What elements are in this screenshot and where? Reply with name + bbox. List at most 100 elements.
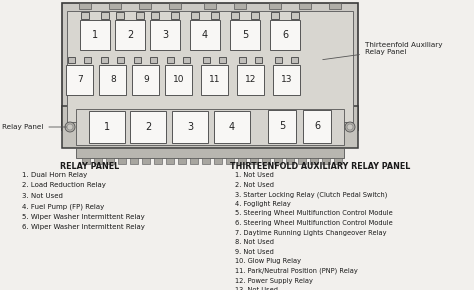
Bar <box>76 148 344 158</box>
Bar <box>150 20 180 50</box>
Circle shape <box>67 124 73 130</box>
Bar <box>201 65 228 95</box>
Text: 2. Not Used: 2. Not Used <box>235 182 274 188</box>
Bar <box>109 3 121 9</box>
Circle shape <box>65 122 75 132</box>
Bar <box>183 57 191 63</box>
Bar <box>82 158 90 164</box>
Text: 13. Not Used: 13. Not Used <box>235 287 278 290</box>
Bar <box>191 12 199 19</box>
Text: 11: 11 <box>209 75 221 84</box>
Bar <box>292 57 299 63</box>
Bar <box>273 65 301 95</box>
Bar <box>130 158 138 164</box>
Bar <box>67 11 353 122</box>
Text: 4. Foglight Relay: 4. Foglight Relay <box>235 201 291 207</box>
Bar <box>116 12 124 19</box>
Text: 8. Not Used: 8. Not Used <box>235 239 274 245</box>
Text: 2: 2 <box>145 122 151 132</box>
Text: 4. Fuel Pump (FP) Relay: 4. Fuel Pump (FP) Relay <box>22 204 104 210</box>
Text: 5. Steering Wheel Multifunction Control Module: 5. Steering Wheel Multifunction Control … <box>235 211 393 216</box>
Bar <box>329 3 341 9</box>
Bar <box>214 111 250 143</box>
Bar <box>81 12 89 19</box>
Bar <box>167 57 174 63</box>
Bar <box>234 3 246 9</box>
Bar <box>66 65 93 95</box>
Bar <box>151 57 157 63</box>
Text: 13: 13 <box>281 75 293 84</box>
Bar <box>62 3 358 130</box>
Bar <box>219 57 227 63</box>
Text: 10. Glow Plug Relay: 10. Glow Plug Relay <box>235 258 301 264</box>
Bar <box>303 110 331 142</box>
Bar <box>237 65 264 95</box>
Bar <box>171 12 179 19</box>
Bar <box>214 158 222 164</box>
Bar <box>226 158 234 164</box>
Circle shape <box>345 122 355 132</box>
Text: 6. Wiper Washer Intermittent Relay: 6. Wiper Washer Intermittent Relay <box>22 224 145 231</box>
Bar <box>178 158 186 164</box>
Bar <box>334 158 342 164</box>
Bar <box>238 158 246 164</box>
Bar <box>286 158 294 164</box>
Bar <box>250 158 258 164</box>
Text: 11. Park/Neutral Position (PNP) Relay: 11. Park/Neutral Position (PNP) Relay <box>235 268 358 275</box>
Bar <box>101 12 109 19</box>
Text: 1: 1 <box>92 30 98 40</box>
Bar <box>251 12 259 19</box>
Circle shape <box>347 124 353 130</box>
Bar <box>118 57 125 63</box>
Bar <box>166 158 174 164</box>
Bar <box>101 57 109 63</box>
Bar <box>62 106 358 148</box>
Bar <box>190 158 198 164</box>
Text: Relay Panel: Relay Panel <box>2 124 73 130</box>
Text: 1. Not Used: 1. Not Used <box>235 172 274 178</box>
Bar <box>310 158 318 164</box>
Text: 2. Load Reduction Relay: 2. Load Reduction Relay <box>22 182 106 188</box>
Bar <box>130 111 166 143</box>
Text: 9. Not Used: 9. Not Used <box>235 249 274 255</box>
Bar <box>274 158 282 164</box>
Text: 7: 7 <box>77 75 83 84</box>
Text: 12. Power Supply Relay: 12. Power Supply Relay <box>235 278 313 284</box>
Text: 3. Not Used: 3. Not Used <box>22 193 63 199</box>
Text: 7. Daytime Running Lights Changeover Relay: 7. Daytime Running Lights Changeover Rel… <box>235 230 386 235</box>
Bar <box>255 57 263 63</box>
Bar <box>190 20 220 50</box>
Bar <box>268 110 296 142</box>
Text: 10: 10 <box>173 75 185 84</box>
Text: 6. Steering Wheel Multifunction Control Module: 6. Steering Wheel Multifunction Control … <box>235 220 393 226</box>
Bar <box>211 12 219 19</box>
Bar <box>133 65 159 95</box>
Text: 4: 4 <box>229 122 235 132</box>
Bar <box>270 20 300 50</box>
Text: 3. Starter Locking Relay (Clutch Pedal Switch): 3. Starter Locking Relay (Clutch Pedal S… <box>235 191 387 198</box>
Bar <box>69 57 75 63</box>
Bar <box>298 158 306 164</box>
Bar <box>169 3 181 9</box>
Bar <box>106 158 114 164</box>
Bar <box>151 12 159 19</box>
Bar <box>299 3 311 9</box>
Bar <box>142 158 150 164</box>
Bar <box>76 109 344 145</box>
Text: Thirteenfold Auxiliary
Relay Panel: Thirteenfold Auxiliary Relay Panel <box>323 42 443 60</box>
Text: RELAY PANEL: RELAY PANEL <box>60 162 119 171</box>
Bar <box>204 3 216 9</box>
Bar <box>84 57 91 63</box>
Text: 5: 5 <box>279 121 285 131</box>
Bar <box>115 20 145 50</box>
Bar <box>79 3 91 9</box>
Bar <box>89 111 125 143</box>
Bar <box>202 158 210 164</box>
Text: 5. Wiper Washer Intermittent Relay: 5. Wiper Washer Intermittent Relay <box>22 214 145 220</box>
Text: 6: 6 <box>314 121 320 131</box>
Bar <box>118 158 126 164</box>
Bar <box>291 12 299 19</box>
Bar <box>275 57 283 63</box>
Text: 8: 8 <box>110 75 116 84</box>
Bar <box>136 12 144 19</box>
